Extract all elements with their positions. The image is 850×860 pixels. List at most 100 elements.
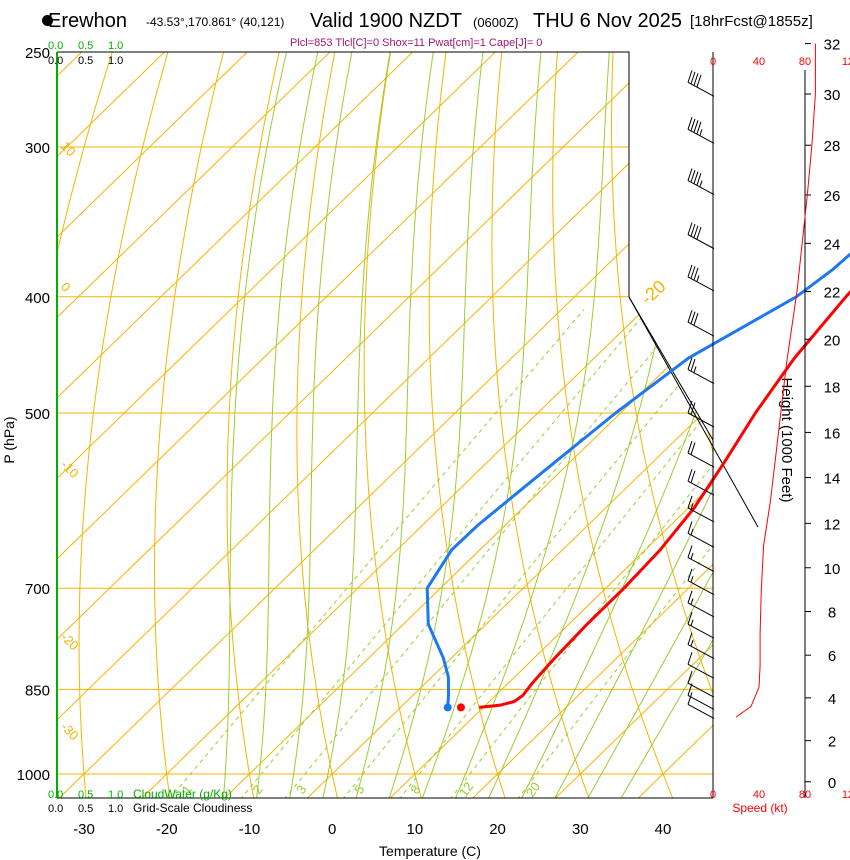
height-tick-label: 26 <box>824 188 841 205</box>
isotherm--30 <box>57 52 713 798</box>
wind-barb-full <box>687 357 693 370</box>
cloudiness-tick-top: 1.0 <box>108 55 123 67</box>
speed-tick-bottom: 120 <box>842 789 850 801</box>
wind-barb-full <box>687 264 693 278</box>
wind-barb-shaft <box>687 695 715 710</box>
isotherm--70 <box>57 52 518 798</box>
wind-barb <box>687 70 715 97</box>
wind-barb-shaft <box>687 369 715 385</box>
cloud-water-tick-bottom: 0.5 <box>78 789 93 801</box>
mixing-ratio-line-2 <box>239 309 649 798</box>
wind-barb-half <box>690 598 694 605</box>
wind-barb-half <box>690 576 694 583</box>
surface-temperature-point <box>456 703 465 712</box>
moist-adiabat-2 <box>322 52 395 798</box>
isotherm-30 <box>553 52 713 798</box>
speed-tick-bottom: 0 <box>710 789 716 801</box>
wind-barb-shaft <box>687 321 715 337</box>
valid-time: Valid 1900 NZDT <box>310 10 462 32</box>
temperature-tick-label: 30 <box>572 821 589 838</box>
height-tick-label: 28 <box>824 138 841 155</box>
height-tick-label: 10 <box>824 561 841 578</box>
wind-barb-full <box>693 171 699 184</box>
isotherm--100 <box>57 52 270 798</box>
isotherm--50 <box>57 52 683 798</box>
dry-adiabat--10 <box>226 52 285 798</box>
wind-barb-full <box>690 402 696 415</box>
isotherm-left-label: -20 <box>58 629 82 653</box>
wind-barb-full <box>687 590 693 604</box>
isotherm--20 <box>140 52 713 798</box>
wind-barb-full <box>687 652 693 665</box>
isotherm-40 <box>636 52 713 798</box>
height-tick-label: 2 <box>828 734 836 751</box>
height-tick-label: 8 <box>828 605 836 622</box>
wind-barb-half <box>699 180 703 187</box>
wind-barb <box>687 612 715 639</box>
wind-barb-half <box>699 129 703 136</box>
temperature-tick-label: 10 <box>407 821 424 838</box>
wind-barb <box>687 545 715 573</box>
isotherm--120 <box>57 52 104 798</box>
wind-barb-full <box>687 310 693 323</box>
pressure-tick-label: 300 <box>25 140 50 157</box>
dry-adiabat-30 <box>491 52 590 798</box>
wind-barb-full <box>687 70 693 83</box>
moist-adiabat-26 <box>520 52 713 798</box>
wind-barb-shaft <box>687 480 715 496</box>
wind-speed-profile <box>735 43 816 718</box>
wind-barb-full <box>687 568 693 581</box>
dewpoint-line <box>425 252 850 708</box>
mixing-ratio-label: 20 <box>523 779 544 799</box>
wind-barb-full <box>693 73 699 86</box>
wind-barb <box>687 222 715 250</box>
wind-barb-full <box>696 74 702 88</box>
wind-barb-full <box>687 671 693 684</box>
wind-barb <box>687 168 715 196</box>
wind-barb-full <box>690 442 696 455</box>
wind-barb-full <box>690 470 696 483</box>
isotherm-left-label: 10 <box>58 138 79 159</box>
wind-barb-shaft <box>687 276 715 292</box>
cloud-water-tick-top: 0.0 <box>48 40 63 52</box>
wind-barb-full <box>687 117 693 130</box>
height-tick-label: 0 <box>828 775 836 792</box>
forecast-info: [18hrFcst@1855z] <box>690 13 813 30</box>
mixing-ratio-line-8 <box>398 309 713 798</box>
valid-time-utc: (0600Z) <box>473 15 519 30</box>
wind-barb-shaft <box>687 412 715 428</box>
wind-barb-shaft <box>687 532 715 548</box>
height-tick-label: 30 <box>824 87 841 104</box>
dry-adiabat-0 <box>296 52 340 798</box>
speed-tick-top: 120 <box>842 56 850 68</box>
sounding-parameters: Plcl=853 Tlcl[C]=0 Shox=11 Pwat[cm]=1 Ca… <box>290 37 543 49</box>
surface-dewpoint-point <box>443 703 452 712</box>
wind-barb-full <box>696 226 702 240</box>
moist-adiabat--2 <box>289 52 357 798</box>
isotherm-left-label: -30 <box>58 719 82 743</box>
cloud-water-tick-bottom: 1.0 <box>108 789 123 801</box>
wind-barb-full <box>690 71 696 85</box>
wind-barb-shaft <box>687 81 715 97</box>
moist-adiabat--10 <box>222 52 292 798</box>
temperature-tick-label: 40 <box>655 821 672 838</box>
temperature-tick-label: 20 <box>489 821 506 838</box>
cloud-water-tick-bottom: 0.0 <box>48 789 63 801</box>
wind-barb <box>687 568 715 596</box>
height-tick-label: 22 <box>824 285 841 302</box>
plot-border-top <box>57 51 630 297</box>
x-axis-label: Temperature (C) <box>379 843 481 859</box>
wind-barb-full <box>687 495 693 509</box>
wind-barb-half <box>690 552 694 560</box>
moist-adiabat-38 <box>619 52 713 798</box>
wind-barb-half <box>690 639 694 647</box>
wind-barb-half <box>693 366 697 373</box>
height-tick-label: 14 <box>824 471 841 488</box>
cloudiness-label: Grid-Scale Cloudiness <box>133 801 252 815</box>
wind-barb-full <box>687 521 693 534</box>
pressure-tick-label: 500 <box>25 406 50 423</box>
speed-tick-top: 40 <box>753 56 765 68</box>
temperature-tick-label: -30 <box>73 821 95 838</box>
cloudiness-tick-top: 0.0 <box>48 55 63 67</box>
